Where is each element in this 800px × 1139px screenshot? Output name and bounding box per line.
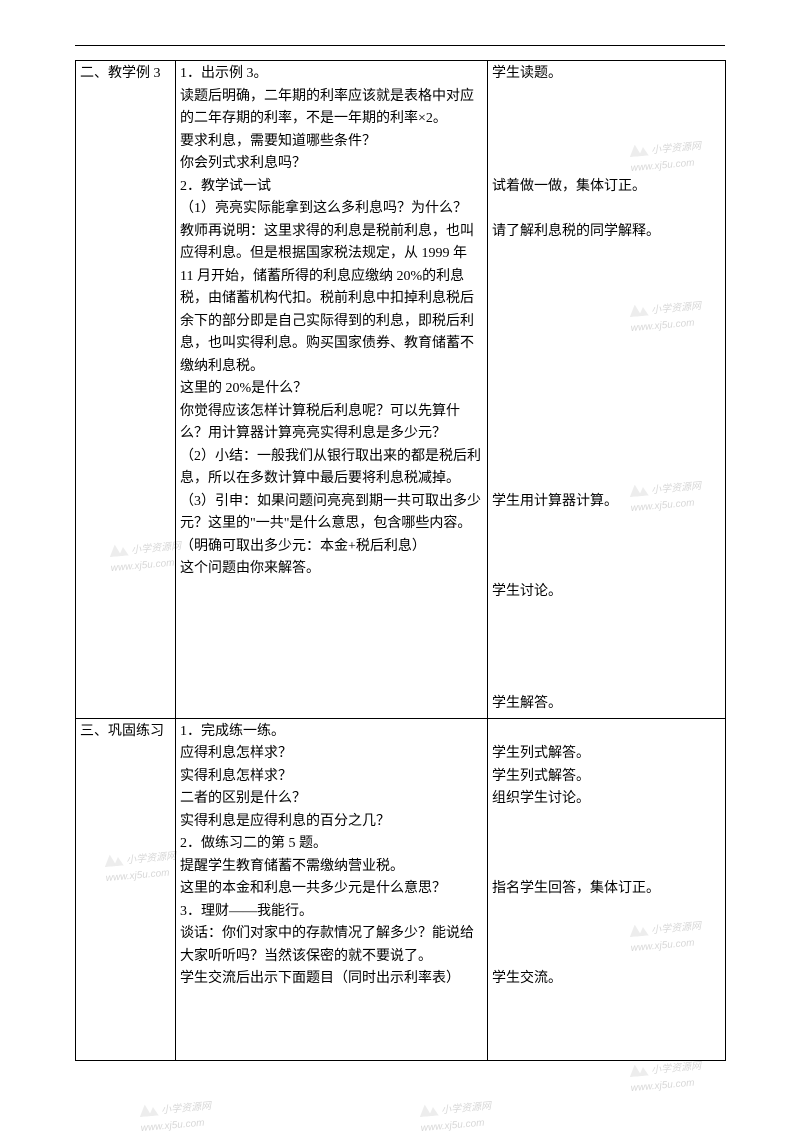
student-activity-line xyxy=(492,198,721,221)
teacher-activity-line: 1．完成练一练。 xyxy=(180,721,483,744)
teacher-activity-line: （3）引申：如果问题问亮亮到期一共可取出多少元？这里的"一共"是什么意思，包含哪… xyxy=(180,491,483,559)
student-activity-line xyxy=(492,266,721,289)
student-activity-line xyxy=(492,833,721,856)
student-activity-line xyxy=(492,513,721,536)
student-activity-line xyxy=(492,991,721,1014)
lesson-plan-table: 二、教学例 31．出示例 3。读题后明确，二年期的利率应该就是表格中对应的二年存… xyxy=(75,60,726,1061)
table-row: 二、教学例 31．出示例 3。读题后明确，二年期的利率应该就是表格中对应的二年存… xyxy=(76,61,726,719)
teacher-activity-line: 你觉得应该怎样计算税后利息呢？可以先算什么？用计算器计算亮亮实得利息是多少元？ xyxy=(180,401,483,446)
student-activity-line xyxy=(492,423,721,446)
section-title: 三、巩固练习 xyxy=(80,721,171,744)
teacher-activity-line: 3．理财——我能行。 xyxy=(180,901,483,924)
teacher-activity-cell: 1．出示例 3。读题后明确，二年期的利率应该就是表格中对应的二年存期的利率，不是… xyxy=(176,61,488,719)
watermark-text: 小学资源网www.xj5u.com xyxy=(630,1061,701,1094)
student-activity-line: 学生交流。 xyxy=(492,968,721,991)
student-activity-line xyxy=(492,356,721,379)
teacher-activity-line: 应得利息怎样求？ xyxy=(180,743,483,766)
teacher-activity-line: 二者的区别是什么？ xyxy=(180,788,483,811)
student-activity-line xyxy=(492,131,721,154)
student-activity-line xyxy=(492,153,721,176)
student-activity-line xyxy=(492,311,721,334)
table-body: 二、教学例 31．出示例 3。读题后明确，二年期的利率应该就是表格中对应的二年存… xyxy=(76,61,726,1061)
student-activity-cell: 学生列式解答。学生列式解答。组织学生讨论。 指名学生回答，集体订正。 学生交流。 xyxy=(488,718,726,1061)
student-activity-line: 学生列式解答。 xyxy=(492,743,721,766)
student-activity-line xyxy=(492,811,721,834)
student-activity-line xyxy=(492,243,721,266)
leaf-icon xyxy=(629,1061,652,1077)
table-row: 三、巩固练习1．完成练一练。应得利息怎样求？实得利息怎样求？二者的区别是什么？实… xyxy=(76,718,726,1061)
teacher-activity-line: 读题后明确，二年期的利率应该就是表格中对应的二年存期的利率，不是一年期的利率×2… xyxy=(180,86,483,131)
student-activity-line xyxy=(492,86,721,109)
teacher-activity-line: 教师再说明：这里求得的利息是税前利息，也叫应得利息。但是根据国家税法规定，从 1… xyxy=(180,221,483,379)
teacher-activity-line: （2）小结：一般我们从银行取出来的都是税后利息，所以在多数计算中最后要将利息税减… xyxy=(180,446,483,491)
student-activity-line: 指名学生回答，集体订正。 xyxy=(492,878,721,901)
student-activity-line xyxy=(492,856,721,879)
teacher-activity-line: 2．做练习二的第 5 题。 xyxy=(180,833,483,856)
student-activity-line xyxy=(492,333,721,356)
student-activity-line xyxy=(492,378,721,401)
student-activity-line: 学生读题。 xyxy=(492,63,721,86)
leaf-icon xyxy=(419,1101,442,1117)
teacher-activity-line: 这里的 20%是什么？ xyxy=(180,378,483,401)
student-activity-line: 学生讨论。 xyxy=(492,581,721,604)
student-activity-line xyxy=(492,946,721,969)
watermark: 小学资源网www.xj5u.com xyxy=(629,1057,704,1099)
page-top-rule xyxy=(75,45,725,46)
student-activity-line xyxy=(492,901,721,924)
student-activity-line xyxy=(492,648,721,671)
student-activity-line xyxy=(492,923,721,946)
teacher-activity-line: （1）亮亮实际能拿到这么多利息吗？为什么？ xyxy=(180,198,483,221)
student-activity-line xyxy=(492,558,721,581)
teacher-activity-line: 这个问题由你来解答。 xyxy=(180,558,483,581)
student-activity-line xyxy=(492,626,721,649)
student-activity-line xyxy=(492,671,721,694)
student-activity-line: 学生解答。 xyxy=(492,693,721,716)
student-activity-line: 试着做一做，集体订正。 xyxy=(492,176,721,199)
student-activity-line xyxy=(492,446,721,469)
student-activity-line: 学生列式解答。 xyxy=(492,766,721,789)
student-activity-line: 组织学生讨论。 xyxy=(492,788,721,811)
leaf-icon xyxy=(139,1101,162,1117)
student-activity-line xyxy=(492,1036,721,1059)
student-activity-line xyxy=(492,401,721,424)
teacher-activity-line: 要求利息，需要知道哪些条件？ xyxy=(180,131,483,154)
student-activity-line xyxy=(492,288,721,311)
student-activity-line xyxy=(492,468,721,491)
student-activity-line: 学生用计算器计算。 xyxy=(492,491,721,514)
student-activity-line: 请了解利息税的同学解释。 xyxy=(492,221,721,244)
teacher-activity-line: 你会列式求利息吗？ xyxy=(180,153,483,176)
student-activity-line xyxy=(492,603,721,626)
teacher-activity-line: 学生交流后出示下面题目（同时出示利率表） xyxy=(180,968,483,991)
teacher-activity-line: 这里的本金和利息一共多少元是什么意思？ xyxy=(180,878,483,901)
teacher-activity-line: 1．出示例 3。 xyxy=(180,63,483,86)
teacher-activity-line: 实得利息是应得利息的百分之几？ xyxy=(180,811,483,834)
student-activity-line xyxy=(492,536,721,559)
watermark-text: 小学资源网www.xj5u.com xyxy=(420,1101,491,1134)
section-title: 二、教学例 3 xyxy=(80,63,171,86)
teacher-activity-cell: 1．完成练一练。应得利息怎样求？实得利息怎样求？二者的区别是什么？实得利息是应得… xyxy=(176,718,488,1061)
section-title-cell: 二、教学例 3 xyxy=(76,61,176,719)
teacher-activity-line: 提醒学生教育储蓄不需缴纳营业税。 xyxy=(180,856,483,879)
section-title-cell: 三、巩固练习 xyxy=(76,718,176,1061)
teacher-activity-line: 谈话：你们对家中的存款情况了解多少？能说给大家听听吗？当然该保密的就不要说了。 xyxy=(180,923,483,968)
student-activity-line xyxy=(492,108,721,131)
teacher-activity-line: 实得利息怎样求？ xyxy=(180,766,483,789)
watermark-text: 小学资源网www.xj5u.com xyxy=(140,1101,211,1134)
student-activity-cell: 学生读题。 试着做一做，集体订正。 请了解利息税的同学解释。 学生用计算器计算。… xyxy=(488,61,726,719)
student-activity-line xyxy=(492,1013,721,1036)
watermark: 小学资源网www.xj5u.com xyxy=(419,1097,494,1139)
student-activity-line xyxy=(492,721,721,744)
teacher-activity-line: 2．教学试一试 xyxy=(180,176,483,199)
watermark: 小学资源网www.xj5u.com xyxy=(139,1097,214,1139)
